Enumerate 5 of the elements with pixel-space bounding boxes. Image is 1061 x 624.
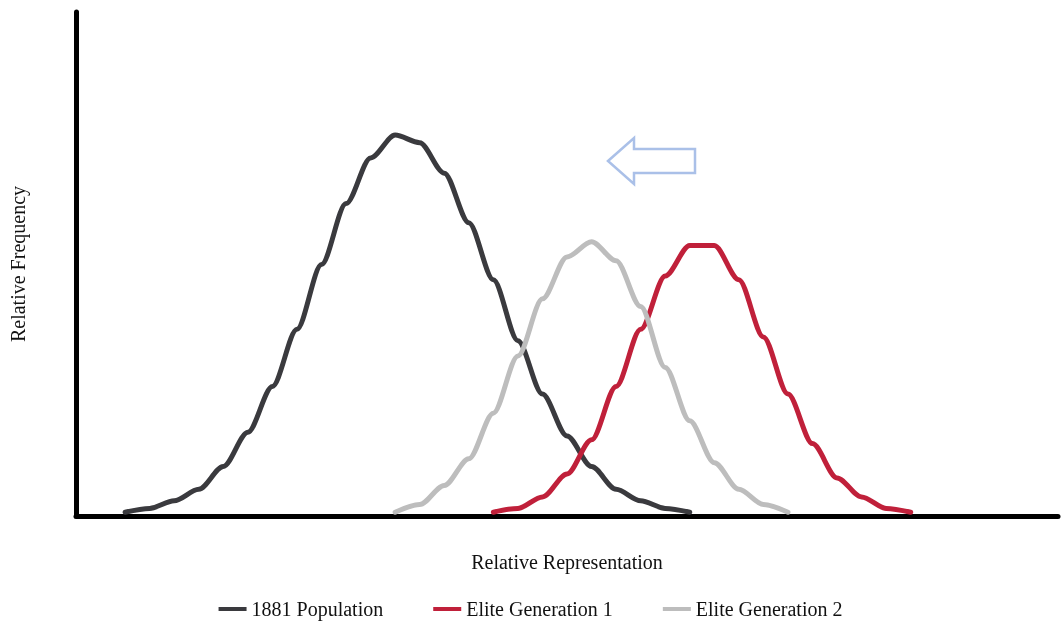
y-axis-title: Relative Frequency bbox=[7, 185, 30, 343]
legend-label: Elite Generation 2 bbox=[695, 598, 843, 620]
x-axis-title: Relative Representation bbox=[471, 551, 663, 574]
legend-label: Elite Generation 1 bbox=[466, 598, 613, 620]
legend-label: 1881 Population bbox=[251, 598, 384, 621]
